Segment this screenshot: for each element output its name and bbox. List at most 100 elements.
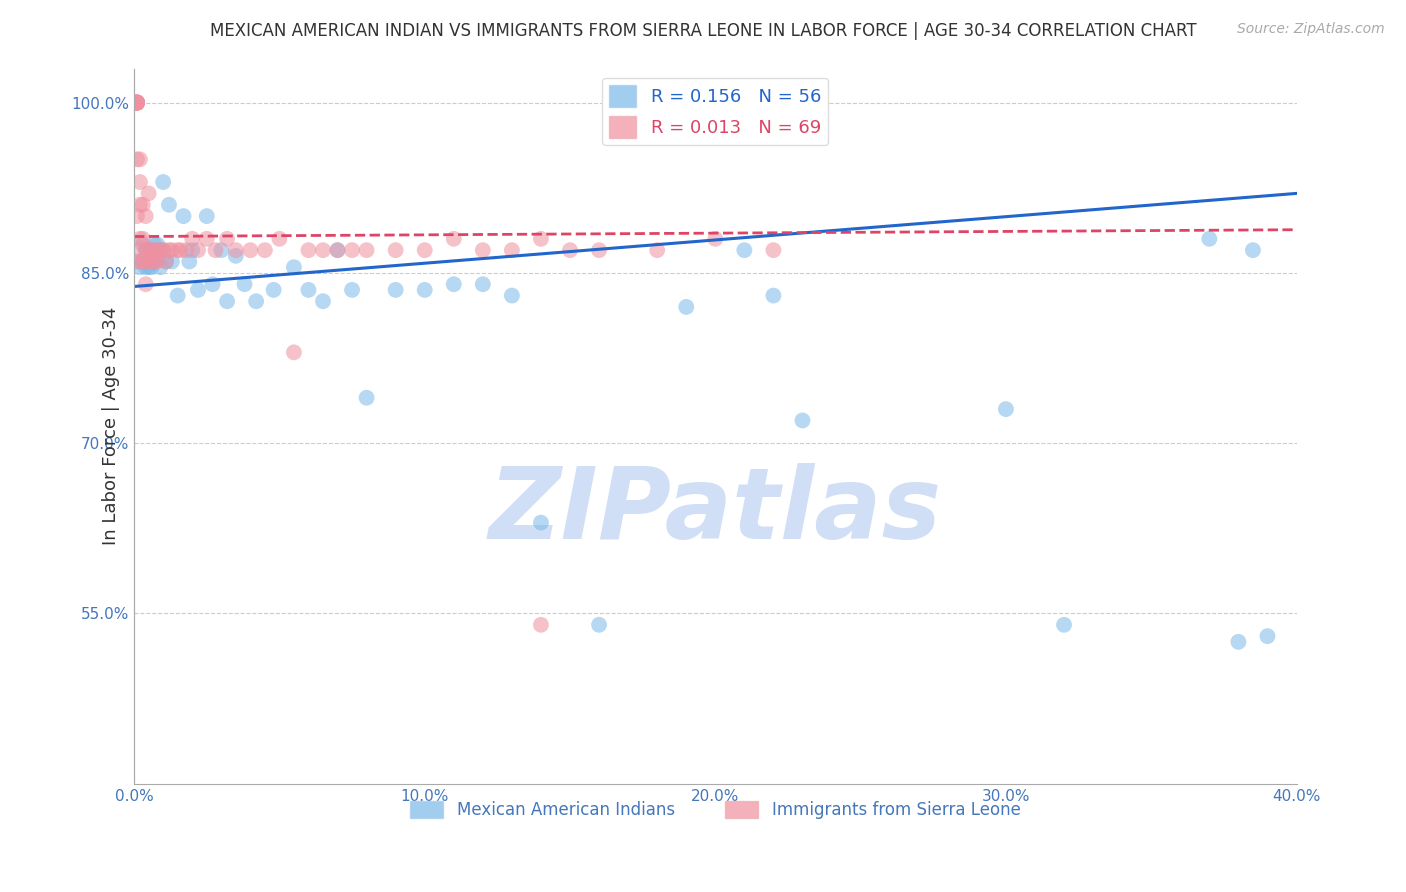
Point: [125, 209, 148, 223]
Point: [155, 254, 177, 268]
Point: [138, 243, 160, 257]
Point: [340, 243, 363, 257]
Y-axis label: In Labor Force | Age 30-34: In Labor Force | Age 30-34: [103, 307, 120, 545]
Point: [263, 283, 285, 297]
Point: [132, 254, 155, 268]
Point: [143, 254, 166, 268]
Point: [217, 232, 239, 246]
Point: [138, 260, 160, 275]
Point: [173, 209, 195, 223]
Point: [138, 243, 160, 257]
Point: [152, 243, 174, 257]
Point: [326, 243, 349, 257]
Point: [312, 243, 335, 257]
Point: [141, 260, 163, 275]
Point: [181, 243, 204, 257]
Text: Source: ZipAtlas.com: Source: ZipAtlas.com: [1237, 22, 1385, 37]
Point: [141, 254, 163, 268]
Point: [269, 232, 291, 246]
Point: [1198, 232, 1220, 246]
Point: [135, 209, 157, 223]
Point: [125, 95, 148, 110]
Point: [129, 198, 152, 212]
Text: MEXICAN AMERICAN INDIAN VS IMMIGRANTS FROM SIERRA LEONE IN LABOR FORCE | AGE 30-: MEXICAN AMERICAN INDIAN VS IMMIGRANTS FR…: [209, 22, 1197, 40]
Point: [149, 243, 172, 257]
Point: [501, 243, 523, 257]
Point: [471, 243, 494, 257]
Point: [129, 175, 152, 189]
Point: [132, 232, 155, 246]
Point: [125, 254, 148, 268]
Point: [239, 243, 262, 257]
Point: [312, 294, 335, 309]
Point: [166, 288, 188, 302]
Point: [125, 95, 148, 110]
Point: [146, 237, 169, 252]
Point: [1227, 635, 1250, 649]
Point: [125, 95, 148, 110]
Point: [179, 254, 201, 268]
Point: [233, 277, 256, 292]
Point: [129, 153, 152, 167]
Point: [297, 243, 319, 257]
Point: [792, 413, 814, 427]
Point: [169, 243, 191, 257]
Point: [558, 243, 581, 257]
Point: [138, 254, 160, 268]
Point: [132, 237, 155, 252]
Point: [225, 243, 247, 257]
Point: [157, 198, 180, 212]
Point: [253, 243, 276, 257]
Point: [762, 243, 785, 257]
Point: [384, 243, 406, 257]
Legend: Mexican American Indians, Immigrants from Sierra Leone: Mexican American Indians, Immigrants fro…: [404, 794, 1028, 825]
Point: [155, 254, 177, 268]
Point: [166, 243, 188, 257]
Point: [384, 283, 406, 297]
Point: [125, 153, 148, 167]
Point: [245, 294, 267, 309]
Point: [1241, 243, 1264, 257]
Point: [326, 243, 349, 257]
Point: [530, 617, 553, 632]
Point: [143, 237, 166, 252]
Point: [209, 243, 232, 257]
Point: [675, 300, 697, 314]
Point: [217, 294, 239, 309]
Point: [1256, 629, 1278, 643]
Point: [356, 391, 378, 405]
Point: [125, 95, 148, 110]
Point: [146, 249, 169, 263]
Point: [132, 254, 155, 268]
Point: [146, 254, 169, 268]
Point: [181, 232, 204, 246]
Point: [129, 243, 152, 257]
Point: [129, 254, 152, 268]
Point: [143, 243, 166, 257]
Point: [135, 260, 157, 275]
Point: [530, 516, 553, 530]
Point: [143, 254, 166, 268]
Point: [149, 260, 172, 275]
Point: [413, 283, 436, 297]
Point: [283, 345, 305, 359]
Point: [994, 402, 1017, 417]
Point: [201, 277, 224, 292]
Point: [176, 243, 198, 257]
Point: [704, 232, 727, 246]
Point: [187, 243, 209, 257]
Text: ZIPatlas: ZIPatlas: [489, 464, 942, 560]
Point: [225, 249, 247, 263]
Point: [125, 95, 148, 110]
Point: [129, 260, 152, 275]
Point: [195, 209, 218, 223]
Point: [733, 243, 755, 257]
Point: [146, 243, 169, 257]
Point: [187, 283, 209, 297]
Point: [135, 277, 157, 292]
Point: [129, 232, 152, 246]
Point: [125, 95, 148, 110]
Point: [204, 243, 226, 257]
Point: [471, 277, 494, 292]
Point: [1053, 617, 1076, 632]
